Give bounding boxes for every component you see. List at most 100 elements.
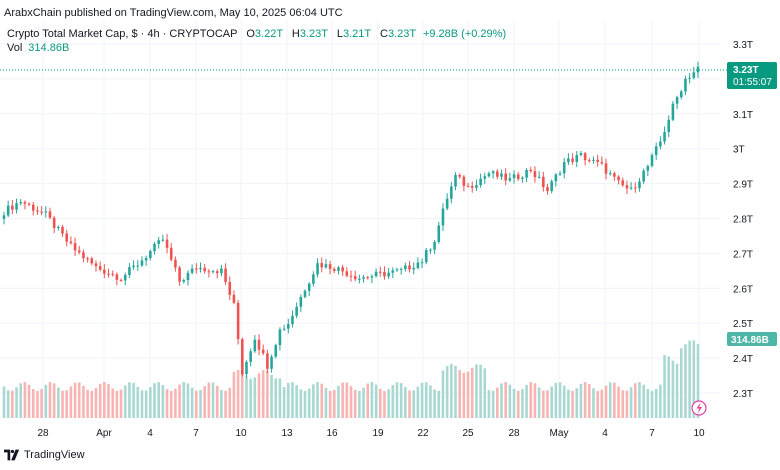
candle-body <box>77 250 81 253</box>
volume-bar <box>399 383 403 418</box>
volume-bar <box>161 385 165 418</box>
volume-bar <box>169 390 173 418</box>
candle-body <box>65 233 69 242</box>
symbol-title[interactable]: Crypto Total Market Cap, $ · 4h · CRYPTO… <box>7 28 238 40</box>
volume-bar <box>111 388 114 418</box>
volume-bar <box>633 383 637 418</box>
volume-bar <box>583 382 587 418</box>
volume-bar <box>98 383 102 418</box>
candle-body <box>282 328 286 330</box>
volume-bar <box>178 384 181 418</box>
tradingview-logo-icon <box>4 449 20 461</box>
volume-bar <box>470 367 474 418</box>
volume-bar <box>82 385 85 418</box>
volume-bar <box>487 390 491 418</box>
volume-bar <box>546 390 549 418</box>
candle-body <box>249 351 252 362</box>
volume-bar <box>224 390 227 418</box>
candle-body <box>508 178 512 181</box>
volume-bar <box>437 390 441 418</box>
y-tick-label: 3T <box>733 145 745 156</box>
lightning-icon[interactable] <box>691 400 707 416</box>
candle-body <box>320 263 324 268</box>
candle-body <box>270 356 273 369</box>
volume-bar <box>215 385 219 418</box>
volume-bar <box>245 376 248 418</box>
candle-body <box>128 267 131 275</box>
candle-body <box>454 174 457 187</box>
candle-body <box>416 262 420 268</box>
volume-bar <box>378 388 382 418</box>
volume-bar <box>149 387 152 418</box>
volume-tag: 314.86B <box>727 332 777 346</box>
candle-body <box>638 181 641 189</box>
candle-body <box>667 119 671 132</box>
candle-body <box>621 180 625 186</box>
candle-body <box>437 225 441 243</box>
volume-bar <box>671 360 675 418</box>
volume-bar <box>144 390 148 418</box>
volume-bar <box>94 388 98 418</box>
candle-body <box>429 249 432 251</box>
candle-body <box>353 276 357 280</box>
candle-body <box>550 181 553 192</box>
tradingview-footer[interactable]: TradingView <box>4 449 85 461</box>
vertical-grid <box>42 20 700 420</box>
candle-body <box>395 269 399 271</box>
candle-body <box>52 217 56 228</box>
candle-body <box>684 78 687 92</box>
candle-body <box>228 282 232 295</box>
candle-body <box>562 162 566 174</box>
volume-bar <box>675 363 679 418</box>
candle-body <box>144 258 148 261</box>
candle-body <box>245 361 248 375</box>
candle-body <box>19 202 23 204</box>
y-tick-label: 2.3T <box>733 389 753 400</box>
candle-body <box>15 203 18 210</box>
volume-bar <box>48 382 52 418</box>
volume-bar <box>266 370 269 418</box>
volume-bar <box>491 390 495 418</box>
candle-body <box>516 174 520 179</box>
candle-body <box>241 339 244 375</box>
volume-bar <box>592 388 595 418</box>
candle-body <box>232 294 236 303</box>
volume-bar <box>199 390 202 418</box>
volume-bar <box>27 384 31 418</box>
volume-bar <box>696 343 700 418</box>
volume-bar <box>307 388 311 418</box>
volume-bar <box>337 385 340 418</box>
candle-body <box>224 268 227 283</box>
candle-body <box>291 315 294 325</box>
candle-body <box>412 267 416 270</box>
volume-bar <box>15 387 18 418</box>
volume-bar <box>621 390 625 418</box>
candle-body <box>600 161 604 164</box>
candle-body <box>182 280 186 282</box>
candles <box>2 61 700 378</box>
volume-bar <box>291 382 294 418</box>
x-tick-label: 10 <box>693 428 705 439</box>
y-tick-label: 3.3T <box>733 40 753 51</box>
candle-body <box>458 174 461 177</box>
volume-bar <box>650 390 654 418</box>
x-tick-label: 13 <box>281 428 293 439</box>
volume-bar <box>23 382 27 418</box>
candle-body <box>399 268 403 270</box>
volume-bar <box>688 340 691 418</box>
volume-bar <box>236 370 240 418</box>
volume-bar <box>466 371 470 418</box>
volume-bar <box>579 383 583 418</box>
volume-bar <box>567 389 570 418</box>
candle-body <box>266 353 269 369</box>
volume-bar <box>475 364 478 418</box>
candle-body <box>575 155 579 162</box>
candle-body <box>103 269 106 274</box>
candle-body <box>617 176 620 181</box>
volume-bar <box>450 364 453 418</box>
candle-body <box>286 324 290 329</box>
candle-body <box>295 306 298 316</box>
candle-body <box>6 205 10 216</box>
candle-body <box>303 290 307 297</box>
